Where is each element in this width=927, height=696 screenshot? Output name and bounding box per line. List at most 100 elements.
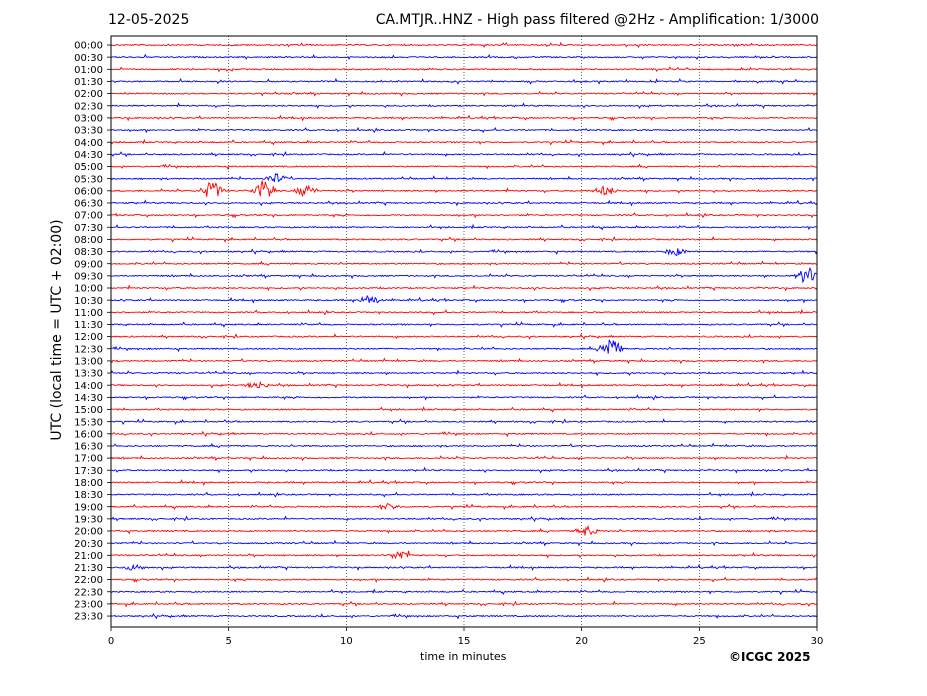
y-tick-label: 20:00 <box>74 527 103 538</box>
y-tick-label: 11:30 <box>74 320 103 331</box>
y-axis-label: UTC (local time = UTC + 02:00) <box>49 219 65 441</box>
y-tick-label: 12:00 <box>74 332 103 343</box>
trace-1500 <box>110 406 818 413</box>
y-tick-label: 00:30 <box>74 53 103 64</box>
copyright-text: ©ICGC 2025 <box>729 650 811 664</box>
trace-1430 <box>110 394 818 401</box>
y-tick-label: 06:00 <box>74 186 103 197</box>
y-tick-label: 18:00 <box>74 478 103 489</box>
trace-1900 <box>110 502 818 511</box>
trace-1830 <box>110 491 818 498</box>
y-tick-label: 10:30 <box>74 296 103 307</box>
y-tick-label: 15:30 <box>74 417 103 428</box>
y-tick-label: 22:00 <box>74 575 103 586</box>
y-tick-label: 15:00 <box>74 405 103 416</box>
trace-1800 <box>110 479 818 486</box>
y-tick-label: 07:30 <box>74 223 103 234</box>
trace-0630 <box>110 199 818 207</box>
y-tick-label: 16:00 <box>74 429 103 440</box>
y-tick-label: 02:30 <box>74 101 103 112</box>
trace-1300 <box>110 357 818 365</box>
trace-0400 <box>110 138 818 146</box>
y-tick-label: 23:00 <box>74 600 103 611</box>
trace-2000 <box>110 524 818 536</box>
trace-2230 <box>110 588 818 596</box>
trace-1100 <box>110 308 818 316</box>
trace-2200 <box>110 576 818 583</box>
x-tick-label: 15 <box>458 636 471 647</box>
trace-2130 <box>110 563 818 572</box>
trace-0130 <box>110 77 818 85</box>
trace-0700 <box>110 211 818 219</box>
y-tick-label: 16:30 <box>74 442 103 453</box>
y-tick-label: 08:30 <box>74 247 103 258</box>
y-tick-label: 01:30 <box>74 77 103 88</box>
y-tick-label: 10:00 <box>74 284 103 295</box>
y-tick-label: 17:30 <box>74 466 103 477</box>
trace-1530 <box>110 418 818 426</box>
y-tick-label: 01:00 <box>74 65 103 76</box>
plot-frame <box>110 35 818 628</box>
y-tick-label: 00:00 <box>74 41 103 52</box>
trace-1700 <box>110 454 818 462</box>
x-tick-label: 0 <box>108 636 114 647</box>
trace-2330 <box>110 613 818 620</box>
trace-1230 <box>110 339 818 354</box>
y-tick-label: 08:00 <box>74 235 103 246</box>
y-tick-label: 20:30 <box>74 539 103 550</box>
trace-1200 <box>110 333 818 340</box>
y-tick-label: 05:00 <box>74 162 103 173</box>
trace-1730 <box>110 466 818 474</box>
x-tick-label: 5 <box>225 636 231 647</box>
trace-1600 <box>110 430 818 438</box>
x-tick-label: 30 <box>811 636 824 647</box>
trace-1400 <box>110 380 818 389</box>
trace-1630 <box>110 442 818 449</box>
trace-0200 <box>110 90 818 97</box>
trace-0800 <box>110 235 818 243</box>
trace-0430 <box>110 150 818 158</box>
y-tick-label: 19:00 <box>74 502 103 513</box>
trace-0030 <box>110 53 818 61</box>
y-tick-label: 21:00 <box>74 551 103 562</box>
y-tick-label: 14:00 <box>74 381 103 392</box>
x-tick-label: 25 <box>693 636 706 647</box>
x-axis-label: time in minutes <box>420 650 507 663</box>
y-tick-label: 06:30 <box>74 199 103 210</box>
y-tick-label: 03:30 <box>74 126 103 137</box>
trace-0530 <box>110 173 818 183</box>
y-tick-label: 03:00 <box>74 114 103 125</box>
y-tick-label: 09:00 <box>74 259 103 270</box>
y-tick-label: 18:30 <box>74 490 103 501</box>
trace-0300 <box>110 114 818 122</box>
y-tick-label: 07:00 <box>74 211 103 222</box>
y-tick-label: 19:30 <box>74 514 103 525</box>
y-tick-label: 04:30 <box>74 150 103 161</box>
y-tick-label: 11:00 <box>74 308 103 319</box>
trace-0830 <box>110 248 818 257</box>
y-tick-label: 09:30 <box>74 271 103 282</box>
y-tick-label: 13:00 <box>74 357 103 368</box>
trace-0930 <box>110 266 818 284</box>
x-tick-label: 20 <box>575 636 588 647</box>
y-tick-label: 22:30 <box>74 587 103 598</box>
trace-1030 <box>110 294 818 304</box>
trace-2100 <box>110 550 818 560</box>
trace-0330 <box>110 126 818 134</box>
trace-0500 <box>110 163 817 170</box>
y-tick-label: 02:00 <box>74 89 103 100</box>
trace-0900 <box>110 260 818 266</box>
trace-0230 <box>110 102 818 110</box>
y-tick-label: 17:00 <box>74 454 103 465</box>
trace-1330 <box>110 369 818 377</box>
trace-0600 <box>110 180 818 198</box>
y-tick-label: 05:30 <box>74 174 103 185</box>
trace-0730 <box>110 223 818 231</box>
trace-0000 <box>110 41 818 49</box>
trace-2300 <box>110 600 818 608</box>
trace-1130 <box>110 321 818 328</box>
x-tick-label: 10 <box>340 636 353 647</box>
y-tick-label: 14:30 <box>74 393 103 404</box>
y-tick-label: 13:30 <box>74 369 103 380</box>
